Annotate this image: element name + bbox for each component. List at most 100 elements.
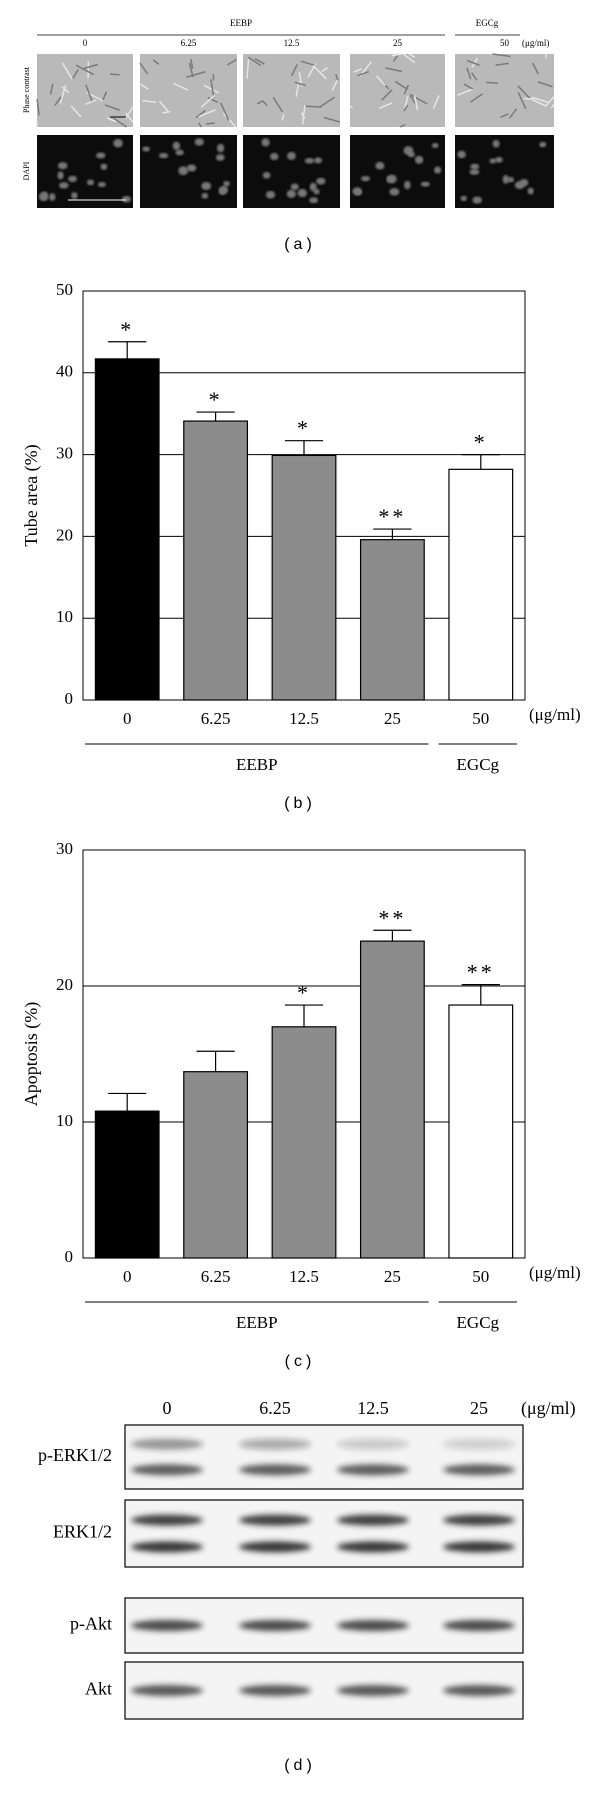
nucleus: [201, 181, 212, 191]
nucleus: [287, 151, 296, 160]
group-label: EGCg: [476, 18, 499, 28]
nucleus: [215, 154, 225, 161]
bar: [183, 420, 249, 701]
blot-band: [239, 1438, 311, 1450]
cell: [198, 122, 203, 128]
nucleus: [470, 163, 480, 170]
cell: [357, 70, 370, 77]
cell: [331, 79, 339, 91]
cell: [321, 67, 328, 73]
nucleus: [472, 196, 482, 204]
nucleus: [59, 182, 69, 189]
cell: [158, 100, 169, 112]
nucleus: [159, 152, 169, 159]
y-tick-label: 30: [56, 444, 73, 463]
cell: [210, 79, 215, 98]
x-tick-label: 12.5: [289, 1267, 319, 1286]
cell: [457, 88, 474, 96]
cell: [207, 96, 219, 103]
cell: [281, 114, 285, 121]
nucleus: [100, 163, 108, 170]
bar: [271, 454, 337, 701]
significance-label: *: [474, 430, 488, 455]
significance-label: **: [378, 905, 406, 930]
cell: [294, 81, 306, 87]
blot-band: [239, 1685, 311, 1696]
cell: [300, 112, 306, 120]
y-tick-label: 40: [56, 362, 73, 381]
nucleus: [261, 138, 270, 147]
blot-band: [443, 1620, 515, 1631]
cell: [408, 53, 416, 58]
nucleus: [313, 188, 320, 195]
cell: [500, 113, 509, 119]
bar: [271, 1026, 337, 1259]
x-tick-label: 12.5: [289, 709, 319, 728]
blot-band: [337, 1620, 409, 1631]
nucleus: [297, 188, 308, 198]
nucleus: [514, 181, 525, 189]
cell: [72, 68, 79, 79]
caption: (c): [285, 1353, 316, 1370]
nucleus: [431, 142, 439, 149]
blot-band: [337, 1541, 409, 1553]
nucleus: [489, 158, 497, 164]
cell: [402, 53, 416, 64]
dapi-image: [37, 135, 133, 208]
cell: [466, 59, 480, 66]
cell: [492, 53, 511, 58]
cell: [486, 81, 498, 85]
cell: [432, 95, 440, 109]
phase-image: [243, 54, 341, 127]
cell: [85, 99, 97, 105]
blot-band: [337, 1514, 409, 1526]
cell: [36, 98, 40, 116]
blot-band: [443, 1464, 515, 1476]
cell: [531, 62, 539, 75]
cell: [305, 105, 322, 108]
nucleus: [309, 197, 319, 204]
y-axis-label: Tube area (%): [21, 444, 42, 546]
unit-label: (μg/ml): [529, 705, 581, 724]
cell: [375, 75, 386, 87]
blot-band: [131, 1464, 203, 1476]
bar: [448, 1004, 514, 1259]
nucleus: [57, 171, 64, 180]
phase-image: [455, 53, 555, 127]
cell: [222, 112, 237, 128]
unit-label: (μg/ml): [529, 1263, 581, 1282]
cell: [110, 73, 120, 76]
phase-bg: [243, 54, 340, 127]
nucleus: [507, 176, 515, 183]
cell: [323, 116, 341, 123]
cell: [190, 58, 194, 69]
bar: [448, 468, 514, 701]
nucleus: [352, 187, 363, 196]
cell: [532, 99, 547, 107]
nucleus: [304, 157, 315, 164]
column-label: 12.5: [284, 38, 300, 48]
cell: [353, 68, 362, 73]
cell: [403, 104, 409, 112]
cell: [537, 81, 553, 88]
nucleus: [223, 180, 230, 187]
nucleus: [186, 164, 197, 172]
cell: [495, 62, 509, 66]
cell: [378, 102, 393, 110]
cell: [517, 92, 527, 110]
cell: [385, 67, 403, 73]
cell: [550, 103, 555, 109]
y-tick-label: 30: [56, 839, 73, 858]
bar: [183, 1071, 249, 1259]
blot-band: [443, 1438, 515, 1450]
cell: [246, 59, 250, 79]
x-tick-label: 50: [472, 709, 489, 728]
column-label: 25: [393, 38, 403, 48]
cell: [198, 109, 216, 118]
nucleus: [502, 175, 510, 184]
group-label: EGCg: [457, 1313, 500, 1332]
column-label: 0: [163, 1398, 172, 1418]
cell: [301, 105, 306, 125]
y-axis-label: Apoptosis (%): [21, 1002, 42, 1107]
